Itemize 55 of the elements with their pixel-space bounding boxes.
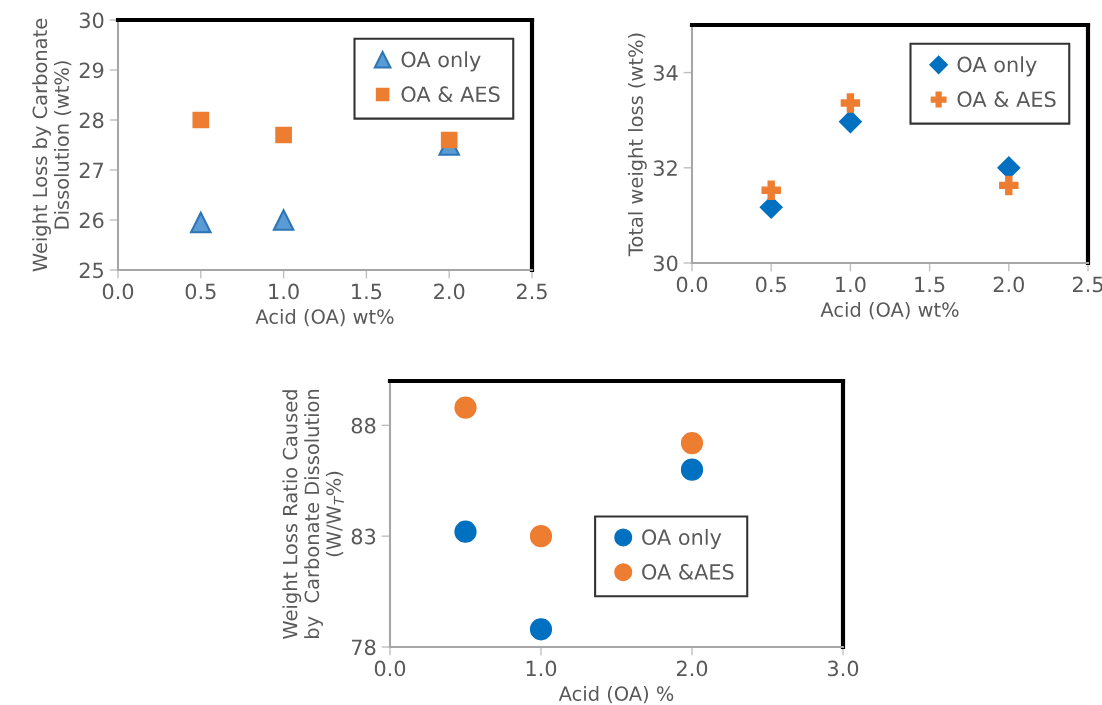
point (272, 209, 295, 231)
point (454, 396, 477, 419)
point (192, 111, 210, 129)
x-axis-title: Acid (OA) wt% (255, 308, 394, 327)
legend-label: OA only (642, 528, 722, 550)
point (838, 110, 862, 134)
point (761, 180, 781, 200)
x-tick-label: 3.0 (828, 660, 859, 677)
legend-label: OA only (401, 51, 481, 72)
point (680, 431, 704, 455)
point (190, 211, 212, 234)
y-tick-label: 78 (352, 639, 376, 656)
x-axis-title: Acid (OA) % (558, 685, 674, 704)
y-tick-label: 30 (79, 12, 104, 29)
y-tick-label: 88 (351, 417, 376, 434)
x-tick-label: 1.0 (269, 283, 299, 300)
y-tick-label: 34 (653, 65, 678, 81)
x-tick-label: 0.0 (374, 660, 406, 677)
x-tick-label: 2.5 (516, 283, 547, 300)
point (840, 93, 861, 113)
y-tick-label: 83 (351, 528, 376, 545)
y-axis-title: Total weight loss (wt%) (627, 33, 647, 257)
point (454, 520, 477, 543)
legend-label: OA &AES (642, 564, 734, 580)
point (529, 525, 553, 548)
y-axis-title: Weight Loss by Carbonate Dissolution (wt%) (32, 18, 72, 272)
x-tick-label: 2.0 (676, 660, 708, 677)
y-tick-label: 26 (79, 212, 104, 229)
x-axis-title: Acid (OA) wt% (820, 301, 959, 320)
x-tick-label: 2.5 (1072, 276, 1102, 293)
point (275, 126, 292, 144)
legend-label: OA & AES (401, 86, 500, 103)
x-tick-label: 0.5 (185, 283, 216, 300)
point (680, 458, 704, 481)
x-tick-label: 1.0 (526, 660, 557, 677)
y-axis-title: Weight Loss Ratio Caused by Carbonate Dissolution (W/W$_{T}$%) (282, 389, 344, 639)
x-tick-label: 1.0 (836, 276, 866, 293)
x-tick-label: 0.0 (676, 276, 708, 293)
point (440, 131, 458, 149)
x-tick-label: 2.0 (993, 276, 1024, 293)
y-tick-label: 27 (79, 162, 104, 178)
y-tick-label: 32 (653, 160, 677, 177)
y-tick-label: 29 (79, 62, 104, 79)
y-tick-label: 28 (79, 112, 104, 129)
legend-label: OA only (957, 56, 1037, 77)
x-tick-label: 2.0 (434, 283, 465, 300)
y-tick-label: 30 (653, 255, 678, 272)
y-tick-label: 25 (79, 262, 103, 279)
point (529, 618, 553, 641)
x-tick-label: 0.5 (756, 276, 786, 293)
x-tick-label: 1.5 (915, 276, 945, 293)
legend-label: OA & AES (957, 91, 1056, 108)
x-tick-label: 0.0 (102, 283, 134, 300)
point (999, 175, 1019, 196)
x-tick-label: 1.5 (352, 283, 382, 300)
